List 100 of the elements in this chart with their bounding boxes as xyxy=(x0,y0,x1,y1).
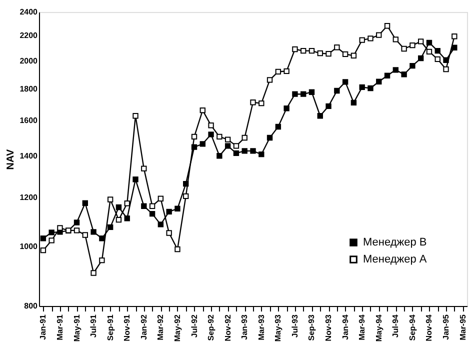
y-tick-label: 1600 xyxy=(20,116,38,126)
x-tick-label: May-92 xyxy=(172,314,182,342)
point xyxy=(208,122,214,128)
point xyxy=(275,68,282,75)
point xyxy=(183,193,189,200)
point xyxy=(250,148,256,154)
point xyxy=(183,180,189,187)
point xyxy=(107,224,114,230)
point xyxy=(82,200,88,206)
point xyxy=(208,132,214,138)
point xyxy=(292,91,298,97)
point xyxy=(401,72,407,78)
point xyxy=(250,100,256,106)
point xyxy=(350,100,357,106)
point xyxy=(174,206,180,212)
point xyxy=(418,38,424,44)
point xyxy=(124,200,130,206)
y-tick-label: 1000 xyxy=(20,242,38,251)
point xyxy=(392,67,399,73)
point xyxy=(359,37,365,43)
x-tick-label: Nov-92 xyxy=(223,314,232,342)
point xyxy=(40,247,46,254)
x-tick-label: Nov-91 xyxy=(122,314,132,342)
x-tick-label: May-91 xyxy=(72,314,82,342)
x-tick-label: Jan-92 xyxy=(139,314,148,340)
point xyxy=(368,36,374,42)
point xyxy=(191,134,198,140)
point xyxy=(107,196,114,202)
x-tick-label: Jan-95 xyxy=(442,314,451,340)
x-tick-label: Sep-92 xyxy=(206,314,216,341)
x-tick-label: Sep-93 xyxy=(307,314,316,341)
x-tick-label: Jan-91 xyxy=(38,314,48,340)
point xyxy=(74,228,80,234)
point xyxy=(334,44,340,50)
point xyxy=(292,46,298,52)
point xyxy=(342,79,348,85)
x-tick-label: Nov-94 xyxy=(424,314,434,342)
point xyxy=(158,222,164,228)
point xyxy=(233,150,240,156)
point xyxy=(141,166,147,172)
point xyxy=(74,220,80,226)
point xyxy=(418,55,424,62)
x-tick-label: Sep-91 xyxy=(106,314,115,341)
point xyxy=(443,57,449,63)
point xyxy=(90,229,96,235)
y-tick-label: 2000 xyxy=(20,56,38,66)
point xyxy=(224,136,231,142)
point xyxy=(266,77,273,83)
point xyxy=(149,203,156,209)
point xyxy=(384,72,390,78)
point xyxy=(242,148,248,154)
point xyxy=(368,85,374,92)
point xyxy=(191,144,198,150)
point xyxy=(308,48,315,54)
point xyxy=(216,153,222,159)
point xyxy=(158,196,164,202)
x-tick-label: Jul-93 xyxy=(290,314,300,338)
point xyxy=(200,107,206,114)
point xyxy=(216,134,222,140)
point xyxy=(334,88,340,94)
point xyxy=(410,62,416,69)
x-tick-label: Mar-95 xyxy=(458,314,468,340)
point xyxy=(242,134,248,141)
point xyxy=(284,106,290,112)
point xyxy=(266,134,273,141)
legend-label: Менеджер A xyxy=(363,254,428,266)
point xyxy=(426,40,432,46)
legend-label: Менеджер B xyxy=(363,236,427,248)
point xyxy=(82,232,88,238)
point xyxy=(300,48,306,54)
point xyxy=(300,91,306,97)
point xyxy=(317,113,323,119)
x-tick-label: Jan-94 xyxy=(340,314,350,340)
point xyxy=(443,66,449,72)
point xyxy=(149,210,156,217)
point xyxy=(174,246,180,252)
point xyxy=(426,48,432,55)
point xyxy=(376,32,382,38)
x-tick-label: Sep-94 xyxy=(408,314,417,341)
point xyxy=(48,238,54,244)
point xyxy=(166,208,172,215)
point xyxy=(284,68,290,74)
point xyxy=(452,44,458,50)
point xyxy=(410,42,416,48)
point xyxy=(401,46,407,52)
point xyxy=(57,225,63,231)
point xyxy=(384,23,390,29)
y-axis-title: NAV xyxy=(6,148,17,170)
point xyxy=(258,100,264,106)
x-tick-label: Jul-91 xyxy=(89,314,98,338)
x-tick-label: May-94 xyxy=(374,314,384,342)
point xyxy=(124,216,130,222)
y-tick-label: 2200 xyxy=(20,30,38,40)
point xyxy=(376,78,382,84)
point xyxy=(350,52,357,58)
point xyxy=(141,203,147,209)
point xyxy=(452,34,458,40)
point xyxy=(132,176,138,182)
x-tick-label: Nov-93 xyxy=(324,314,334,342)
x-tick-label: Mar-94 xyxy=(358,314,367,340)
